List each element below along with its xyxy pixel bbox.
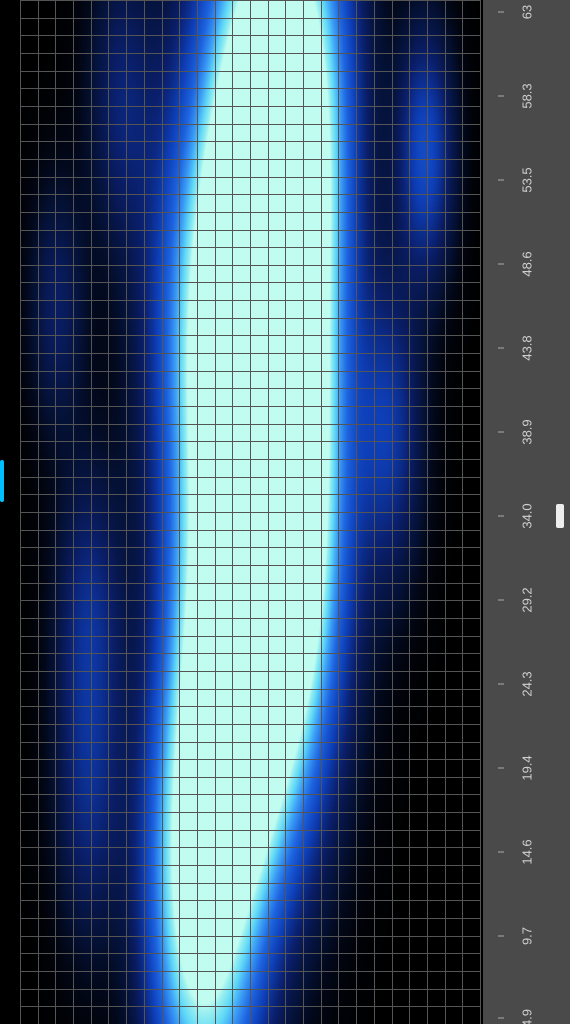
axis-tick-label: 48.6: [520, 247, 535, 281]
axis-tick: 63: [498, 5, 544, 20]
axis-tick-label: 14.6: [520, 835, 535, 869]
axis-tick-label: 58.3: [520, 79, 535, 113]
axis-range-handle[interactable]: [556, 504, 564, 528]
axis-tick-label: 19.4: [520, 751, 535, 785]
app-root: 63 58.3 53.5 48.6 43.8 38.9 34.0 29.2 24.3 19.4 14…: [0, 0, 570, 1024]
heatmap-panel: [0, 0, 483, 1024]
position-slider-thumb[interactable]: [0, 460, 4, 502]
axis-tick: 34.0: [498, 509, 544, 524]
axis-tick-label: 4.9: [520, 1001, 535, 1024]
axis-tick: 4.9: [498, 1011, 544, 1024]
axis-tick-label: 9.7: [520, 919, 535, 953]
axis-tick-label: 38.9: [520, 415, 535, 449]
axis-tick: 9.7: [498, 929, 544, 944]
axis-tick: 14.6: [498, 845, 544, 860]
axis-tick-label: 43.8: [520, 331, 535, 365]
axis-tick: 43.8: [498, 341, 544, 356]
axis-tick: 53.5: [498, 173, 544, 188]
axis-tick-label: 29.2: [520, 583, 535, 617]
axis-tick-label: 34.0: [520, 499, 535, 533]
axis-tick-label: 53.5: [520, 163, 535, 197]
axis-tick: 19.4: [498, 761, 544, 776]
axis-tick: 38.9: [498, 425, 544, 440]
axis-tick: 58.3: [498, 89, 544, 104]
axis-tick-label: 63: [520, 0, 535, 29]
axis-tick-label: 24.3: [520, 667, 535, 701]
heatmap-plot[interactable]: [20, 0, 480, 1024]
axis-tick: 48.6: [498, 257, 544, 272]
axis-tick: 29.2: [498, 593, 544, 608]
axis-tick: 24.3: [498, 677, 544, 692]
y-axis-panel: 63 58.3 53.5 48.6 43.8 38.9 34.0 29.2 24.3 19.4 14…: [483, 0, 570, 1024]
